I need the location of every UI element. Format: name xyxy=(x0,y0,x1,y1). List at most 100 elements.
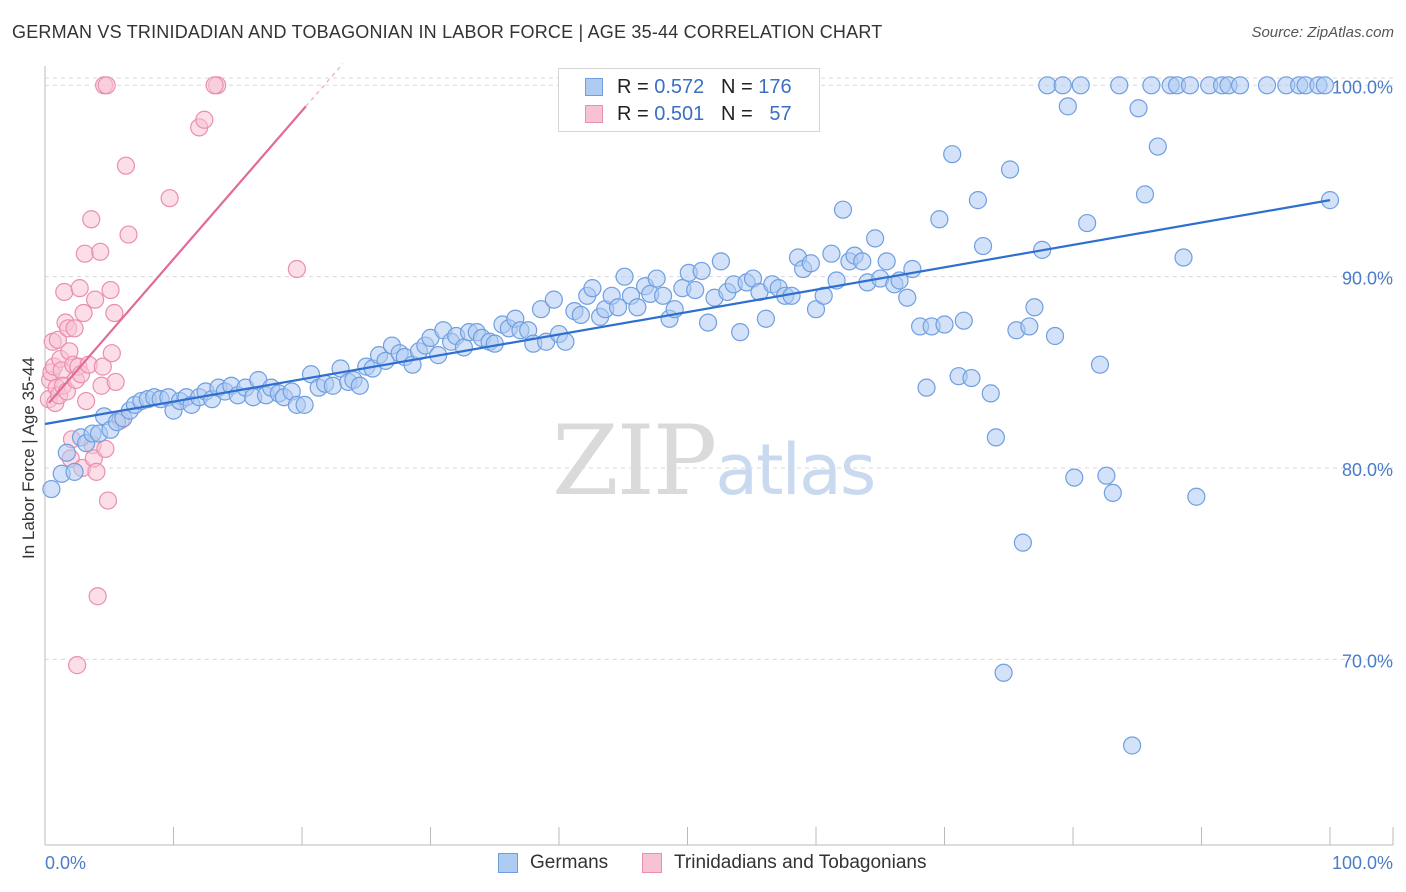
y-tick-label: 90.0% xyxy=(1342,269,1393,289)
point-german xyxy=(806,300,826,319)
point-trinidadian xyxy=(101,280,120,300)
point-german xyxy=(1065,468,1084,487)
stats-legend-swatch-germans xyxy=(585,78,603,96)
point-german xyxy=(615,267,634,286)
point-german xyxy=(531,300,551,319)
point-german xyxy=(1020,317,1039,336)
point-trinidadian xyxy=(106,372,125,392)
point-german xyxy=(1045,326,1065,346)
point-german xyxy=(1148,137,1167,156)
point-trinidadian xyxy=(77,391,96,411)
point-trinidadian xyxy=(88,587,107,606)
point-german xyxy=(711,252,731,271)
point-german xyxy=(756,309,775,328)
point-german xyxy=(935,315,954,334)
point-german xyxy=(1097,466,1116,485)
point-trinidadian xyxy=(160,189,179,208)
series-german-points xyxy=(42,76,1340,755)
point-german xyxy=(1071,76,1090,95)
point-german xyxy=(454,338,474,357)
y-tick-label: 70.0% xyxy=(1342,651,1393,671)
point-german xyxy=(1129,99,1148,118)
point-german xyxy=(954,311,973,330)
x-tick-label-max: 100.0% xyxy=(1332,853,1393,873)
stats-legend-swatch-trinidadians xyxy=(585,105,603,123)
stats-legend-row-trinidadians: R = 0.501 N = 57 xyxy=(585,101,792,127)
point-german xyxy=(1123,736,1142,755)
axes xyxy=(44,66,1394,846)
point-german xyxy=(1090,355,1110,374)
r-label-germans: R = xyxy=(617,75,649,98)
point-german xyxy=(556,332,575,351)
point-german xyxy=(544,290,563,309)
point-german xyxy=(801,254,820,273)
point-german xyxy=(986,428,1006,447)
point-german xyxy=(853,252,872,271)
n-value-germans: 176 xyxy=(758,75,792,98)
point-german xyxy=(647,269,666,288)
point-german xyxy=(917,378,936,397)
point-german xyxy=(866,229,885,248)
point-trinidadian xyxy=(65,319,84,338)
point-trinidadian xyxy=(93,357,112,376)
n-label-germans: N = xyxy=(720,75,753,98)
point-german xyxy=(57,443,76,462)
y-tick-label: 100.0% xyxy=(1332,77,1393,97)
point-german xyxy=(350,376,369,395)
point-german xyxy=(981,384,1000,403)
point-german xyxy=(833,200,853,219)
y-tick-label: 80.0% xyxy=(1342,460,1393,480)
point-german xyxy=(1000,160,1020,179)
point-german xyxy=(898,288,917,307)
trend-lines xyxy=(44,63,1331,426)
point-trinidadian xyxy=(97,76,116,95)
point-german xyxy=(930,210,949,229)
x-tick-label-min: 0.0% xyxy=(45,853,86,873)
point-german xyxy=(1078,213,1097,233)
point-german xyxy=(968,191,988,210)
point-german xyxy=(877,252,896,271)
point-trinidadian xyxy=(287,259,306,279)
point-trinidadian xyxy=(102,344,121,363)
r-value-trinidadians: 0.501 xyxy=(654,102,705,125)
y-axis-title: In Labor Force | Age 35-44 xyxy=(19,357,38,559)
point-german xyxy=(295,395,314,414)
legend-swatch-trinidadians xyxy=(642,853,662,873)
point-german xyxy=(1187,487,1206,506)
point-german xyxy=(323,376,342,395)
point-german xyxy=(1103,483,1122,503)
point-german xyxy=(628,298,647,317)
point-trinidadian xyxy=(98,491,118,510)
point-german xyxy=(1230,76,1250,95)
point-german xyxy=(692,261,711,281)
point-german xyxy=(583,279,602,298)
legend-swatch-germans xyxy=(498,853,518,873)
point-german xyxy=(822,244,841,263)
point-german xyxy=(1053,76,1072,95)
point-german xyxy=(973,236,993,256)
chart-title: GERMAN VS TRINIDADIAN AND TOBAGONIAN IN … xyxy=(12,22,883,42)
point-german xyxy=(653,286,673,305)
point-german xyxy=(994,663,1013,682)
point-german xyxy=(1174,248,1193,267)
legend-item-trinidadians[interactable]: Trinidadians and Tobagonians xyxy=(642,852,926,874)
watermark: ZIPatlas xyxy=(552,405,876,517)
trendline-trinidadians-extension xyxy=(305,63,344,107)
point-trinidadian xyxy=(195,110,214,129)
point-german xyxy=(1315,76,1334,95)
r-label-trinidadians: R = xyxy=(617,102,649,125)
point-trinidadian xyxy=(119,225,138,244)
point-german xyxy=(1257,76,1277,95)
stats-legend-row-germans: R = 0.572 N = 176 xyxy=(585,74,792,100)
trendline-germans xyxy=(44,199,1331,426)
point-german xyxy=(943,145,962,164)
point-german xyxy=(42,479,61,499)
point-german xyxy=(1025,298,1044,317)
point-german xyxy=(1013,533,1032,552)
n-label-trinidadians: N = xyxy=(720,102,753,125)
watermark-zip: ZIP xyxy=(552,405,717,517)
legend-item-germans[interactable]: Germans xyxy=(498,852,608,874)
series-trinidadian-points xyxy=(39,76,306,675)
point-trinidadian xyxy=(82,210,101,229)
